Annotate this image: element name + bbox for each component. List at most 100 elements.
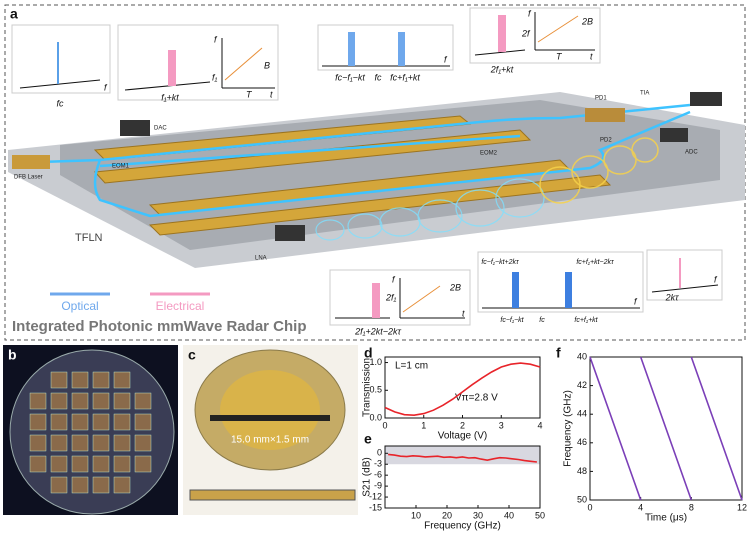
y-tick-label: 40: [577, 351, 587, 361]
antenna-chip: [690, 92, 722, 106]
die: [50, 392, 68, 410]
die: [113, 434, 131, 452]
radiation-beam: [315, 178, 545, 241]
die: [71, 392, 89, 410]
die: [113, 413, 131, 431]
x-tick-label: 30: [473, 510, 483, 520]
inset-label: f: [444, 54, 448, 64]
component-label: EOM2: [480, 151, 498, 157]
x-tick-label: 10: [411, 510, 421, 520]
y-axis-label: Frequency (GHz): [563, 390, 574, 467]
inset-label: t: [462, 308, 465, 318]
component-label: TIA: [640, 91, 649, 97]
data-line: [384, 362, 541, 417]
plot-frame: [589, 356, 743, 501]
inset-label: t: [590, 51, 593, 61]
panel-label: c: [188, 347, 196, 363]
dimension-label: 15.0 mm×1.5 mm: [231, 435, 309, 446]
inset-label: fc+f₁+kt: [390, 72, 420, 82]
inset-label: f₁: [212, 72, 218, 82]
x-axis-label: Voltage (V): [438, 431, 487, 442]
inset-label: 2f₁: [385, 292, 397, 302]
component-label: DFB Laser: [14, 175, 43, 181]
y-axis-label: Transmission: [362, 358, 373, 417]
adc-chip: [660, 128, 688, 142]
inset-label: f: [392, 274, 396, 284]
inset-label: fc−f₁−kt+2kτ: [481, 259, 519, 266]
panel-label: b: [8, 347, 17, 363]
inset-label: fc: [539, 317, 545, 324]
y-tick-label: -6: [374, 470, 382, 480]
y-tick-label: 0.5: [369, 385, 382, 395]
component-label: ADC: [685, 150, 698, 156]
y-tick-label: 42: [577, 380, 587, 390]
die: [113, 476, 131, 494]
die: [29, 392, 47, 410]
panel-a-frame: [4, 4, 746, 341]
die: [50, 455, 68, 473]
highlight-band: [385, 446, 540, 465]
component-label: PD1: [595, 96, 607, 102]
die: [71, 476, 89, 494]
y-axis-label: S21 (dB): [362, 457, 373, 496]
panel-label: a: [10, 6, 18, 22]
die: [92, 476, 110, 494]
inset-label: 2kτ: [665, 292, 680, 302]
inset-label: fc−f₁−kt: [500, 317, 524, 324]
legend-label: Electrical: [156, 299, 205, 313]
die: [71, 413, 89, 431]
panel-label: d: [364, 345, 373, 361]
die: [134, 434, 152, 452]
die: [113, 371, 131, 389]
die: [92, 434, 110, 452]
x-tick-label: 1: [421, 420, 426, 430]
component-label: PD2: [600, 138, 612, 144]
x-tick-label: 50: [535, 510, 545, 520]
lna-chip: [275, 225, 305, 241]
x-tick-label: 4: [638, 502, 643, 512]
inset-label: f₁+kt: [161, 92, 179, 102]
inset-label: 2B: [581, 16, 593, 26]
die: [50, 476, 68, 494]
y-tick-label: 50: [577, 494, 587, 504]
wafer: [9, 349, 175, 515]
electrode: [148, 174, 612, 236]
die: [113, 392, 131, 410]
y-tick-label: 44: [577, 409, 587, 419]
x-axis-label: Frequency (GHz): [424, 521, 501, 532]
x-tick-label: 40: [504, 510, 514, 520]
inset-label: B: [264, 60, 270, 70]
die: [50, 371, 68, 389]
inset-label: fc+f₁+kt−2kτ: [576, 259, 614, 266]
die: [92, 371, 110, 389]
inset-label: fc: [374, 72, 382, 82]
die: [71, 371, 89, 389]
x-tick-label: 12: [737, 502, 747, 512]
y-tick-label: 46: [577, 437, 587, 447]
annotation: Vπ=2.8 V: [455, 393, 498, 404]
inset-label: 2f₁+2kt−2kτ: [354, 326, 401, 336]
y-tick-label: 0.0: [369, 412, 382, 422]
x-tick-label: 4: [537, 420, 542, 430]
inset-label: f: [528, 8, 532, 18]
annotation: L=1 cm: [395, 361, 428, 372]
inset-label: fc: [56, 98, 64, 108]
inset-label: f: [714, 274, 718, 284]
die: [29, 413, 47, 431]
panel-label: f: [556, 345, 561, 361]
y-tick-label: -12: [369, 491, 382, 501]
x-tick-label: 8: [689, 502, 694, 512]
inset-spectra: [57, 15, 681, 318]
plot-frame: [384, 445, 541, 509]
die: [29, 455, 47, 473]
die: [71, 455, 89, 473]
chip-closeup: [189, 489, 356, 501]
inset-axes: [19, 12, 719, 319]
coin-center: [220, 370, 320, 450]
panel-label: e: [364, 431, 372, 447]
inset-label: 2f₁+kt: [490, 64, 514, 74]
data-line: [589, 356, 743, 501]
inset-label: T: [556, 51, 563, 61]
wafer-dies: [29, 371, 152, 494]
